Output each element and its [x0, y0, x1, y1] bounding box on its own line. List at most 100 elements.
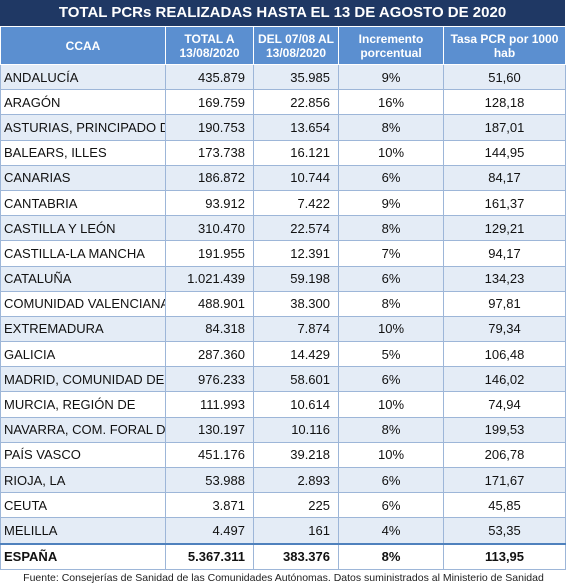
value-cell: 6% — [338, 492, 444, 519]
header-cell: CCAA — [0, 26, 166, 65]
table-row: COMUNIDAD VALENCIANA 488.901 38.300 8% 97,81 — [0, 290, 566, 317]
value-cell: 113,95 — [443, 542, 566, 570]
footnote: Fuente: Consejerías de Sanidad de las Co… — [23, 572, 544, 584]
header-line: hab — [493, 45, 516, 60]
region-cell: COMUNIDAD VALENCIANA — [0, 290, 166, 317]
value-cell: 16.121 — [253, 139, 339, 166]
region-cell: CEUTA — [0, 492, 166, 519]
table-row: PAÍS VASCO 451.176 39.218 10% 206,78 — [0, 441, 566, 469]
value-cell: 187,01 — [443, 114, 566, 141]
value-cell: 111.993 — [165, 391, 254, 418]
table-row: CASTILLA-LA MANCHA 191.955 12.391 7% 94,17 — [0, 240, 566, 267]
table-row: MADRID, COMUNIDAD DE 976.233 58.601 6% 146,0… — [0, 366, 566, 393]
value-cell: 129,21 — [443, 215, 566, 242]
header-line: 13/08/2020 — [265, 45, 327, 60]
region-cell: CASTILLA Y LEÓN — [0, 215, 166, 242]
value-cell: 10.614 — [253, 391, 339, 418]
value-cell: 186.872 — [165, 164, 254, 191]
value-cell: 3.871 — [165, 492, 254, 519]
value-cell: 1.021.439 — [165, 265, 254, 292]
value-cell: 7.422 — [253, 189, 339, 217]
header-line: DEL 07/08 AL — [257, 31, 335, 46]
value-cell: 161,37 — [443, 189, 566, 217]
value-cell: 10% — [338, 315, 444, 343]
value-cell: 2.893 — [253, 466, 339, 494]
region-cell: NAVARRA, COM. FORAL DE — [0, 416, 166, 443]
value-cell: 976.233 — [165, 366, 254, 393]
value-cell: 10.116 — [253, 416, 339, 443]
region-cell: MADRID, COMUNIDAD DE — [0, 366, 166, 393]
region-cell: GALICIA — [0, 341, 166, 368]
table-row: ESPAÑA 5.367.311 383.376 8% 113,95 — [0, 542, 566, 570]
header-cell: Tasa PCR por 1000 hab — [443, 26, 566, 65]
value-cell: 7% — [338, 240, 444, 267]
value-cell: 8% — [338, 416, 444, 443]
value-cell: 6% — [338, 265, 444, 292]
value-cell: 39.218 — [253, 441, 339, 469]
value-cell: 8% — [338, 114, 444, 141]
value-cell: 5% — [338, 341, 444, 368]
value-cell: 134,23 — [443, 265, 566, 292]
value-cell: 6% — [338, 366, 444, 393]
value-cell: 173.738 — [165, 139, 254, 166]
value-cell: 6% — [338, 164, 444, 191]
header-line: Tasa PCR por 1000 — [450, 31, 559, 46]
table-row: MELILLA 4.497 161 4% 53,35 — [0, 517, 566, 545]
value-cell: 6% — [338, 466, 444, 494]
value-cell: 9% — [338, 63, 444, 91]
value-cell: 22.856 — [253, 89, 339, 116]
value-cell: 451.176 — [165, 441, 254, 469]
table-row: ARAGÓN 169.759 22.856 16% 128,18 — [0, 89, 566, 116]
table-row: ASTURIAS, PRINCIPADO DE 190.753 13.654 8% 18… — [0, 114, 566, 141]
value-cell: 22.574 — [253, 215, 339, 242]
header-line: porcentual — [360, 45, 422, 60]
header-cell: Incremento porcentual — [338, 26, 444, 65]
table-title: TOTAL PCRs REALIZADAS HASTA EL 13 DE AGO… — [0, 0, 565, 26]
value-cell: 7.874 — [253, 315, 339, 343]
table-row: MURCIA, REGIÓN DE 111.993 10.614 10% 74,94 — [0, 391, 566, 418]
value-cell: 10% — [338, 441, 444, 469]
value-cell: 51,60 — [443, 63, 566, 91]
value-cell: 9% — [338, 189, 444, 217]
value-cell: 190.753 — [165, 114, 254, 141]
region-cell: MELILLA — [0, 517, 166, 545]
value-cell: 53,35 — [443, 517, 566, 545]
table-row: CASTILLA Y LEÓN 310.470 22.574 8% 129,21 — [0, 215, 566, 242]
value-cell: 4% — [338, 517, 444, 545]
value-cell: 310.470 — [165, 215, 254, 242]
region-cell: ASTURIAS, PRINCIPADO DE — [0, 114, 166, 141]
value-cell: 53.988 — [165, 466, 254, 494]
value-cell: 106,48 — [443, 341, 566, 368]
region-cell: CANTABRIA — [0, 189, 166, 217]
value-cell: 10% — [338, 139, 444, 166]
header-line: CCAA — [65, 38, 101, 53]
value-cell: 12.391 — [253, 240, 339, 267]
region-cell: RIOJA, LA — [0, 466, 166, 494]
value-cell: 84,17 — [443, 164, 566, 191]
table-row: BALEARS, ILLES 173.738 16.121 10% 144,95 — [0, 139, 566, 166]
value-cell: 169.759 — [165, 89, 254, 116]
table-body: ANDALUCÍA 435.879 35.985 9% 51,60 ARAGÓN 169.7… — [0, 63, 566, 570]
value-cell: 144,95 — [443, 139, 566, 166]
value-cell: 383.376 — [253, 542, 339, 570]
header-line: Incremento — [358, 31, 424, 46]
region-cell: ANDALUCÍA — [0, 63, 166, 91]
value-cell: 128,18 — [443, 89, 566, 116]
table-row: CANARIAS 186.872 10.744 6% 84,17 — [0, 164, 566, 191]
table-row: RIOJA, LA 53.988 2.893 6% 171,67 — [0, 466, 566, 494]
region-cell: MURCIA, REGIÓN DE — [0, 391, 166, 418]
value-cell: 79,34 — [443, 315, 566, 343]
value-cell: 8% — [338, 290, 444, 317]
value-cell: 199,53 — [443, 416, 566, 443]
value-cell: 287.360 — [165, 341, 254, 368]
value-cell: 94,17 — [443, 240, 566, 267]
value-cell: 161 — [253, 517, 339, 545]
value-cell: 59.198 — [253, 265, 339, 292]
value-cell: 84.318 — [165, 315, 254, 343]
value-cell: 97,81 — [443, 290, 566, 317]
header-cell: DEL 07/08 AL 13/08/2020 — [253, 26, 339, 65]
value-cell: 13.654 — [253, 114, 339, 141]
value-cell: 130.197 — [165, 416, 254, 443]
region-cell: ARAGÓN — [0, 89, 166, 116]
region-cell: ESPAÑA — [0, 542, 166, 570]
